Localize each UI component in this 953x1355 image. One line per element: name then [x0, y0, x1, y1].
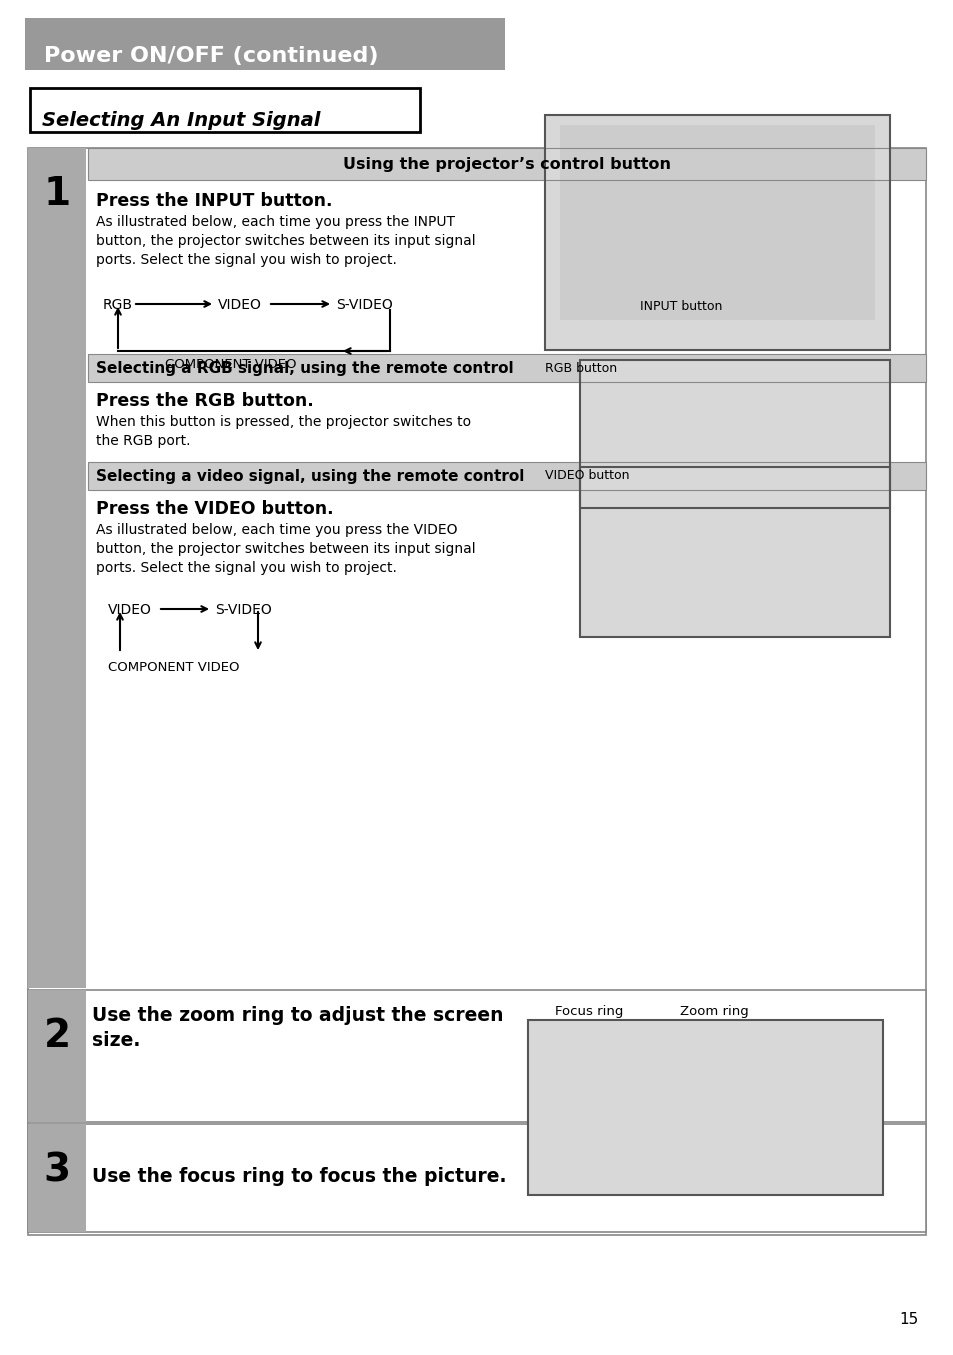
- Bar: [28, 148, 86, 988]
- Text: VIDEO button: VIDEO button: [544, 469, 629, 482]
- Bar: [579, 467, 889, 637]
- Text: Selecting An Input Signal: Selecting An Input Signal: [42, 111, 320, 130]
- Bar: [579, 467, 889, 637]
- Text: Power ON/OFF (continued): Power ON/OFF (continued): [44, 46, 378, 66]
- Text: 2: 2: [44, 1018, 71, 1056]
- Text: S-VIDEO: S-VIDEO: [335, 298, 393, 312]
- Text: Press the VIDEO button.: Press the VIDEO button.: [96, 500, 334, 518]
- Text: Press the INPUT button.: Press the INPUT button.: [96, 192, 333, 210]
- Text: Focus ring: Focus ring: [555, 1005, 622, 1018]
- Text: S-VIDEO: S-VIDEO: [214, 603, 272, 617]
- Bar: [544, 115, 889, 350]
- Bar: [88, 354, 925, 382]
- Text: Using the projector’s control button: Using the projector’s control button: [343, 156, 670, 172]
- Text: Press the RGB button.: Press the RGB button.: [96, 392, 314, 411]
- Bar: [28, 148, 925, 1234]
- Text: COMPONENT VIDEO: COMPONENT VIDEO: [165, 358, 296, 371]
- Text: Zoom ring: Zoom ring: [679, 1005, 748, 1018]
- Bar: [28, 991, 925, 1122]
- Bar: [28, 1125, 86, 1232]
- Text: INPUT button: INPUT button: [639, 299, 721, 313]
- Bar: [579, 360, 889, 508]
- Text: Use the zoom ring to adjust the screen
size.: Use the zoom ring to adjust the screen s…: [91, 1005, 503, 1050]
- Text: VIDEO: VIDEO: [108, 603, 152, 617]
- Bar: [88, 354, 925, 382]
- Text: 3: 3: [44, 1150, 71, 1188]
- Bar: [28, 991, 86, 1122]
- Text: When this button is pressed, the projector switches to
the RGB port.: When this button is pressed, the project…: [96, 415, 471, 449]
- Text: Use the focus ring to focus the picture.: Use the focus ring to focus the picture.: [91, 1167, 506, 1186]
- Text: VIDEO: VIDEO: [218, 298, 262, 312]
- Text: As illustrated below, each time you press the INPUT
button, the projector switch: As illustrated below, each time you pres…: [96, 215, 476, 267]
- Text: COMPONENT VIDEO: COMPONENT VIDEO: [108, 661, 239, 673]
- Text: RGB: RGB: [103, 298, 132, 312]
- Text: 15: 15: [899, 1312, 918, 1327]
- Bar: [88, 462, 925, 491]
- Bar: [28, 1125, 925, 1232]
- Bar: [88, 462, 925, 491]
- Bar: [544, 115, 889, 350]
- Text: 1: 1: [44, 175, 71, 213]
- Text: Selecting a video signal, using the remote control: Selecting a video signal, using the remo…: [96, 469, 524, 484]
- Bar: [30, 88, 419, 131]
- Bar: [559, 125, 874, 320]
- Bar: [88, 148, 925, 180]
- Bar: [527, 1020, 882, 1195]
- Bar: [88, 148, 925, 180]
- Bar: [527, 1020, 882, 1195]
- Bar: [25, 18, 504, 70]
- Text: RGB button: RGB button: [544, 362, 617, 375]
- Text: Selecting a RGB signal, using the remote control: Selecting a RGB signal, using the remote…: [96, 360, 513, 375]
- Text: As illustrated below, each time you press the VIDEO
button, the projector switch: As illustrated below, each time you pres…: [96, 523, 476, 575]
- Bar: [579, 360, 889, 508]
